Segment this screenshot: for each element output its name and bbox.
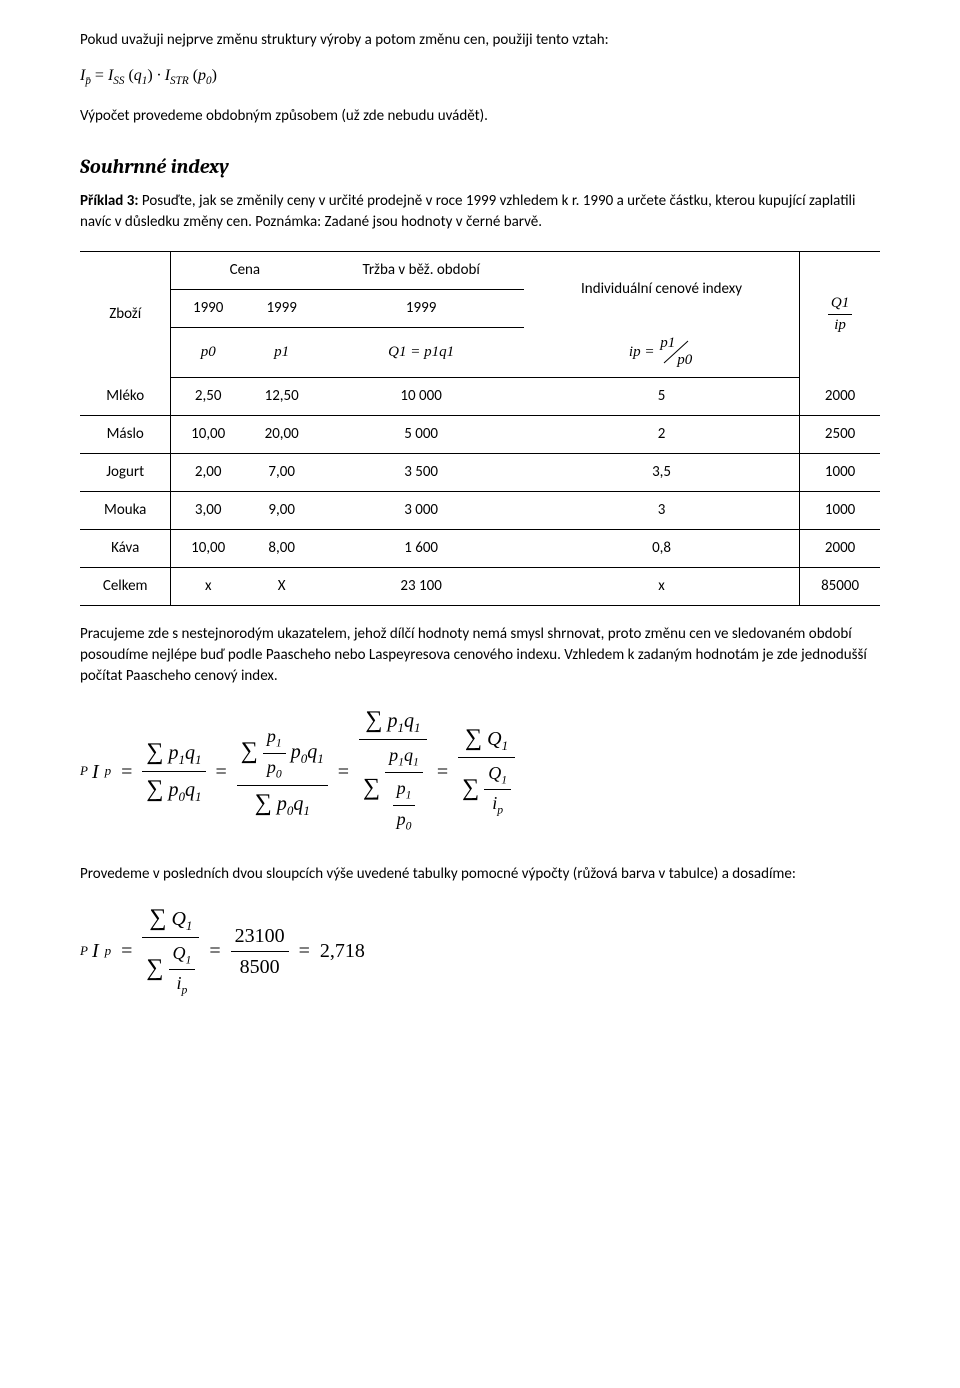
col-1999a: 1999 — [245, 289, 318, 327]
table-row: Káva 10,00 8,00 1 600 0,8 2000 — [80, 530, 880, 568]
example-body: Posuďte, jak se změnily ceny v určité pr… — [80, 192, 855, 231]
sym-ip: ip = p1 p0 — [524, 327, 800, 378]
cell-p1: 12,50 — [245, 378, 318, 416]
cell-q1: 3 500 — [318, 454, 524, 492]
intro-line-1: Pokud uvažuji nejprve změnu struktury vý… — [80, 30, 880, 51]
intro-line-2: Výpočet provedeme obdobným způsobem (už … — [80, 106, 880, 127]
cell-ratio: 85000 — [800, 568, 880, 606]
cell-p1: X — [245, 568, 318, 606]
price-index-table: Zboží Cena Tržba v běž. období Individuá… — [80, 251, 880, 607]
cell-p0: 3,00 — [171, 492, 245, 530]
formula-ip-iss-istr: Ip̄ = ISS (q1) · ISTR (p0) — [80, 65, 880, 90]
cell-name: Jogurt — [80, 454, 171, 492]
cell-q1: 10 000 — [318, 378, 524, 416]
cell-p0: 10,00 — [171, 416, 245, 454]
final-denom: 8500 — [231, 952, 289, 982]
cell-q1: 3 000 — [318, 492, 524, 530]
cell-p0: x — [171, 568, 245, 606]
cell-ratio: 1000 — [800, 492, 880, 530]
col-cena: Cena — [171, 251, 318, 289]
cell-name: Káva — [80, 530, 171, 568]
col-trzba: Tržba v běž. období — [318, 251, 524, 289]
final-computation: PIp = ∑ Q1 ∑ Q1ip = 23100 8500 = 2,718 — [80, 901, 880, 1002]
cell-ratio: 2500 — [800, 416, 880, 454]
paasche-derivation: PIp = ∑ p1q1 ∑ p0q1 = ∑ p1p0 p0q1 ∑ p0q1… — [80, 703, 880, 839]
cell-name: Máslo — [80, 416, 171, 454]
cell-ratio: 1000 — [800, 454, 880, 492]
final-numer: 23100 — [231, 921, 289, 952]
cell-p1: 20,00 — [245, 416, 318, 454]
cell-p0: 2,50 — [171, 378, 245, 416]
cell-q1: 23 100 — [318, 568, 524, 606]
cell-name: Mléko — [80, 378, 171, 416]
table-row: Mouka 3,00 9,00 3 000 3 1000 — [80, 492, 880, 530]
table-row-total: Celkem x X 23 100 x 85000 — [80, 568, 880, 606]
cell-name: Mouka — [80, 492, 171, 530]
sym-p0: p0 — [171, 327, 245, 378]
cell-q1: 5 000 — [318, 416, 524, 454]
cell-ip: x — [524, 568, 800, 606]
col-1999b: 1999 — [318, 289, 524, 327]
cell-p1: 7,00 — [245, 454, 318, 492]
cell-p1: 8,00 — [245, 530, 318, 568]
cell-ip: 3,5 — [524, 454, 800, 492]
example-text: Příklad 3: Posuďte, jak se změnily ceny … — [80, 191, 880, 233]
cell-p0: 2,00 — [171, 454, 245, 492]
explanation-paragraph: Pracujeme zde s nestejnorodým ukazatelem… — [80, 624, 880, 687]
table-row: Mléko 2,50 12,50 10 000 5 2000 — [80, 378, 880, 416]
sym-p1: p1 — [245, 327, 318, 378]
col-1990: 1990 — [171, 289, 245, 327]
cell-ip: 3 — [524, 492, 800, 530]
cell-q1: 1 600 — [318, 530, 524, 568]
col-ratio-formula: Q1ip — [800, 251, 880, 378]
cell-ip: 5 — [524, 378, 800, 416]
cell-ip: 2 — [524, 416, 800, 454]
example-label: Příklad 3: — [80, 192, 138, 210]
col-indiv: Individuální cenové indexy — [524, 251, 800, 327]
cell-p1: 9,00 — [245, 492, 318, 530]
cell-ip: 0,8 — [524, 530, 800, 568]
sym-q1: Q1 = p1q1 — [318, 327, 524, 378]
cell-name: Celkem — [80, 568, 171, 606]
table-row: Máslo 10,00 20,00 5 000 2 2500 — [80, 416, 880, 454]
table-row: Jogurt 2,00 7,00 3 500 3,5 1000 — [80, 454, 880, 492]
calc-note: Provedeme v posledních dvou sloupcích vý… — [80, 864, 880, 885]
col-zbozi: Zboží — [80, 251, 171, 378]
final-result: 2,718 — [320, 937, 365, 965]
section-heading: Souhrnné indexy — [80, 153, 880, 181]
cell-ratio: 2000 — [800, 378, 880, 416]
cell-ratio: 2000 — [800, 530, 880, 568]
cell-p0: 10,00 — [171, 530, 245, 568]
